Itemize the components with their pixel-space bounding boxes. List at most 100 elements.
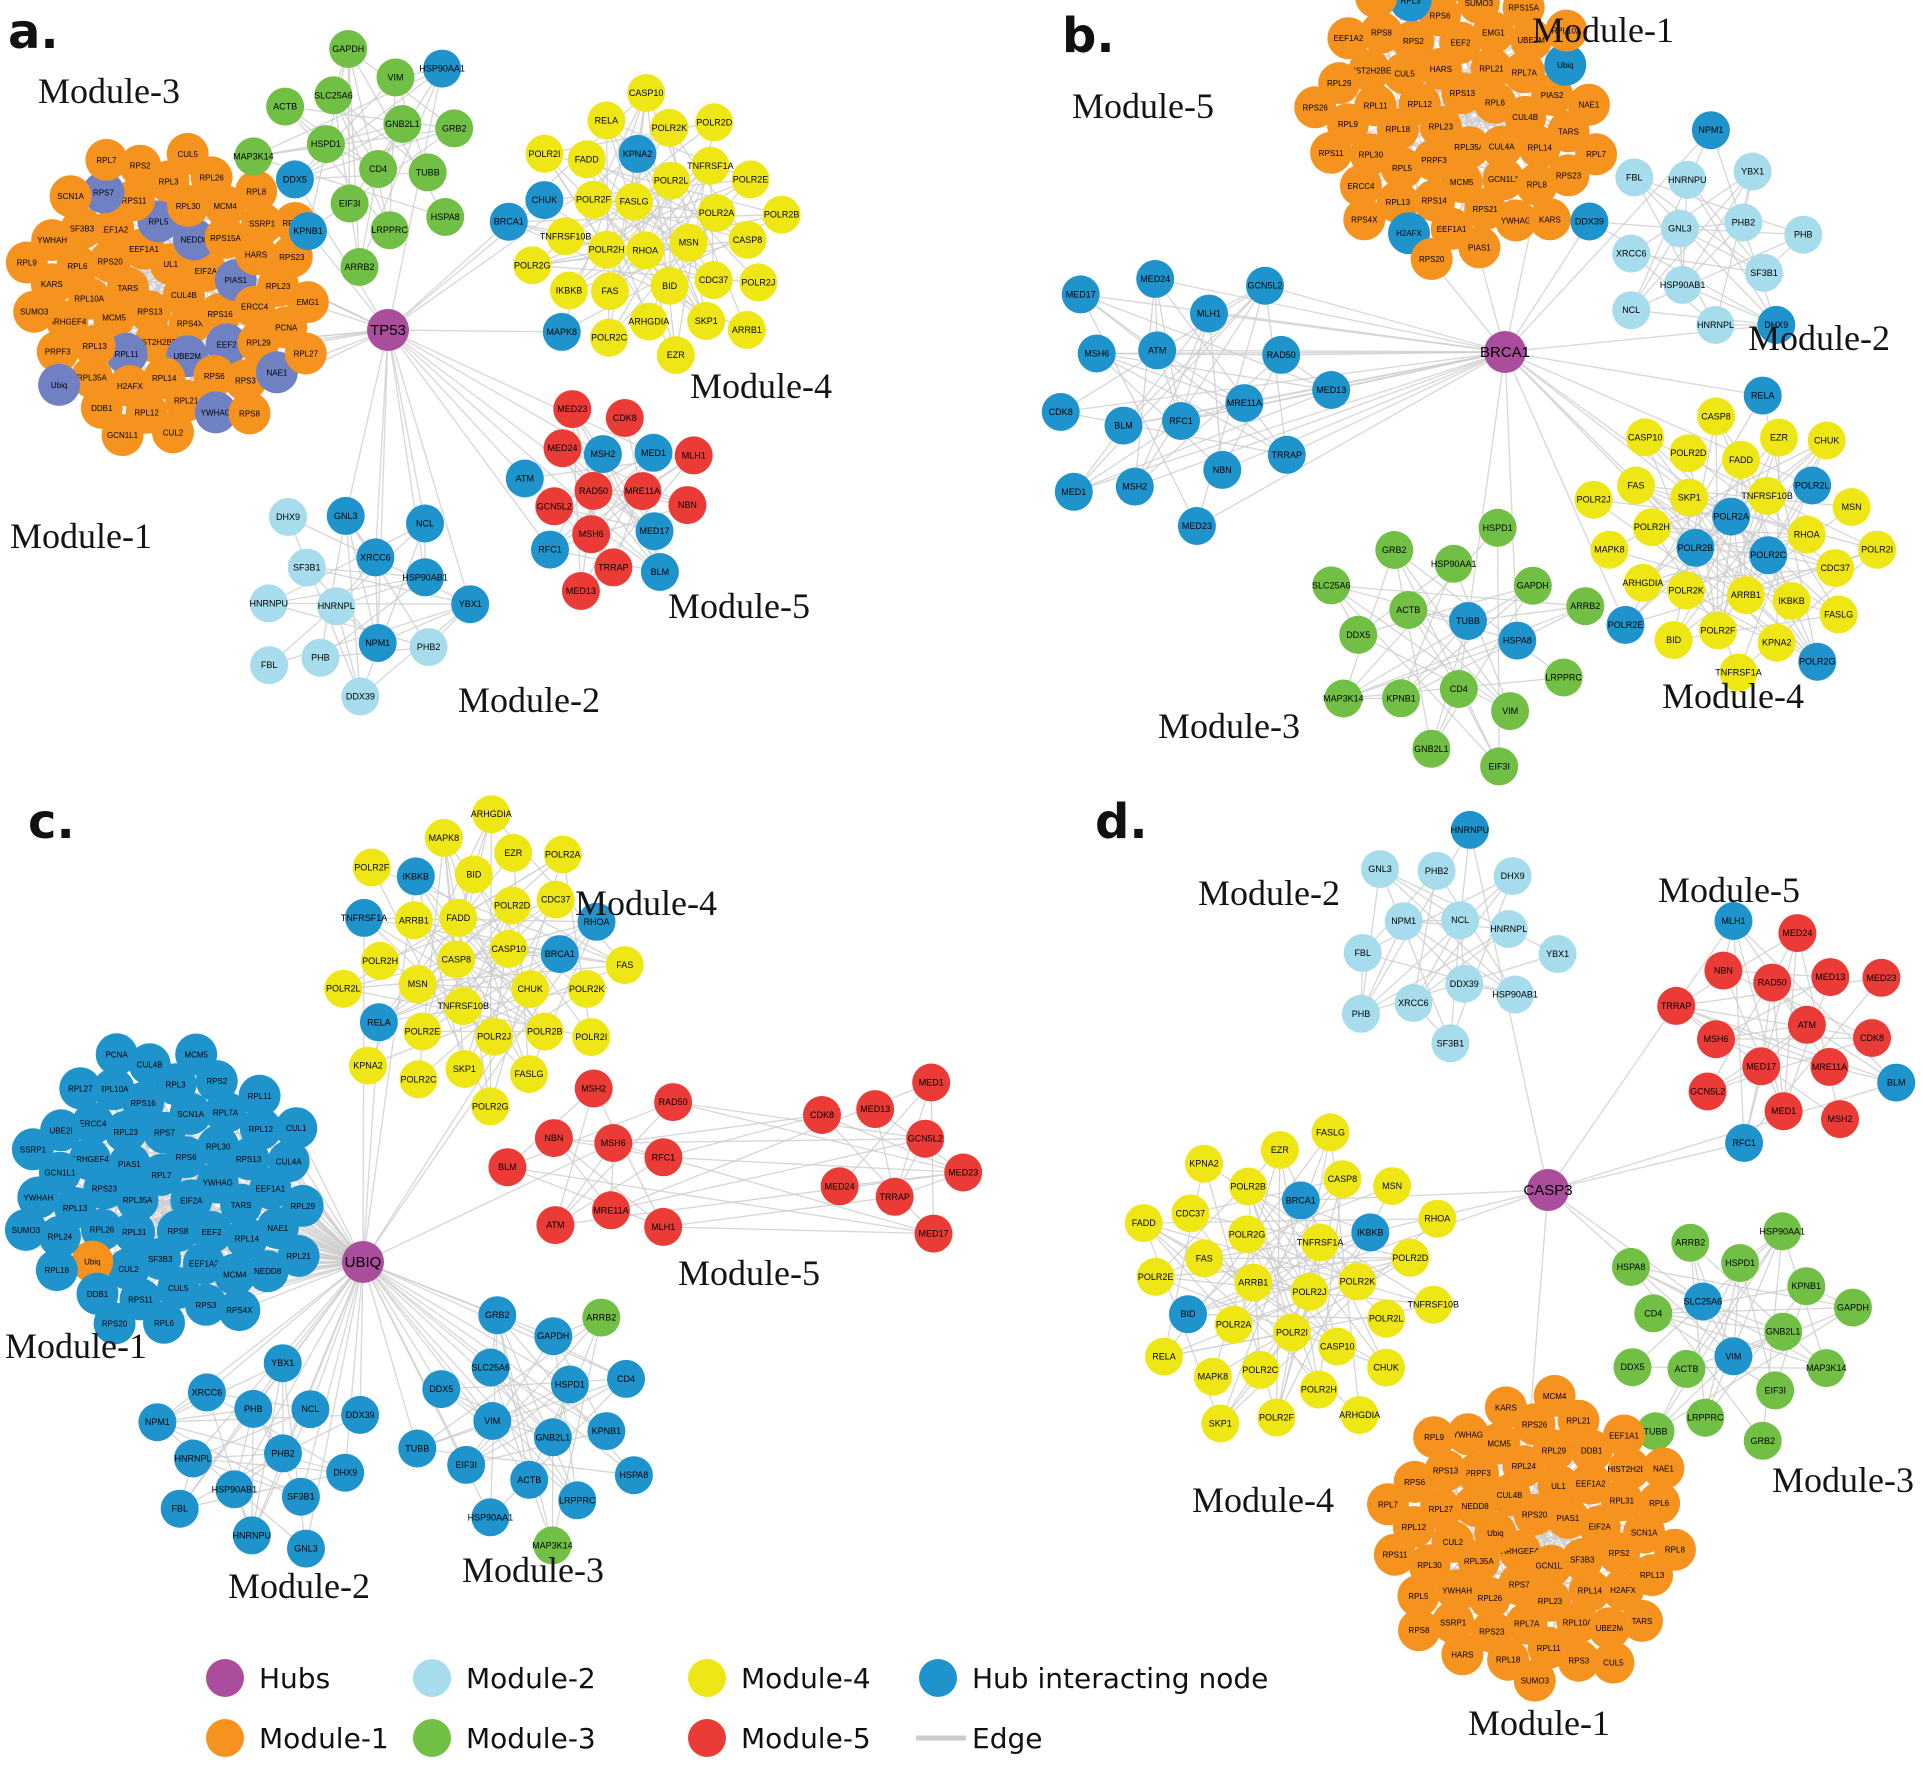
node-MRE11A[interactable]: MRE11A bbox=[1225, 384, 1264, 423]
node-MSH6[interactable]: MSH6 bbox=[1077, 334, 1116, 373]
node-RHOA[interactable]: RHOA bbox=[1787, 515, 1826, 554]
node-HSP90AA1[interactable]: HSP90AA1 bbox=[1431, 544, 1477, 583]
node-DDX39[interactable]: DDX39 bbox=[1445, 964, 1484, 1003]
node-CD4[interactable]: CD4 bbox=[359, 150, 398, 188]
node-KPNB1[interactable]: KPNB1 bbox=[1787, 1267, 1826, 1306]
node-CHUK[interactable]: CHUK bbox=[511, 970, 550, 1009]
node-XRCC6[interactable]: XRCC6 bbox=[187, 1373, 226, 1412]
node-SUMO3[interactable]: SUMO3 bbox=[1513, 1659, 1556, 1702]
node-RPL35A[interactable]: RPL35A bbox=[1448, 126, 1491, 169]
node-POLR2D[interactable]: POLR2D bbox=[695, 103, 734, 142]
node-CDK8[interactable]: CDK8 bbox=[1041, 392, 1080, 431]
node-RPL8[interactable]: RPL8 bbox=[1653, 1528, 1696, 1571]
node-RPL5[interactable]: RPL5 bbox=[1397, 1574, 1440, 1617]
node-MSH6[interactable]: MSH6 bbox=[594, 1124, 633, 1162]
node-PHB[interactable]: PHB bbox=[1784, 215, 1823, 254]
node-FASLG[interactable]: FASLG bbox=[510, 1055, 548, 1094]
node-MED1[interactable]: MED1 bbox=[1764, 1092, 1803, 1131]
node-MCM4[interactable]: MCM4 bbox=[213, 1253, 256, 1296]
node-TRRAP[interactable]: TRRAP bbox=[875, 1177, 914, 1216]
node-RPS4X[interactable]: RPS4X bbox=[1343, 198, 1386, 241]
node-POLR2B[interactable]: POLR2B bbox=[1676, 528, 1715, 567]
node-SKP1[interactable]: SKP1 bbox=[687, 302, 726, 340]
node-HSPD1[interactable]: HSPD1 bbox=[1478, 508, 1517, 547]
node-RPL8[interactable]: RPL8 bbox=[1515, 163, 1558, 206]
node-TNFRSF1A[interactable]: TNFRSF1A bbox=[1715, 653, 1762, 692]
node-EIF3I[interactable]: EIF3I bbox=[1480, 747, 1519, 786]
node-MED24[interactable]: MED24 bbox=[820, 1167, 859, 1206]
node-EMG1[interactable]: EMG1 bbox=[286, 281, 329, 324]
node-POLR2C[interactable]: POLR2C bbox=[590, 318, 629, 357]
node-POLR2A[interactable]: POLR2A bbox=[1712, 497, 1751, 536]
node-ARRB1[interactable]: ARRB1 bbox=[727, 310, 766, 349]
node-SSRP1[interactable]: SSRP1 bbox=[1432, 1601, 1475, 1644]
node-ACTB[interactable]: ACTB bbox=[1667, 1349, 1706, 1388]
node-LRPPRC[interactable]: LRPPRC bbox=[1686, 1398, 1725, 1437]
node-POLR2F[interactable]: POLR2F bbox=[1257, 1398, 1296, 1437]
node-VIM[interactable]: VIM bbox=[1714, 1337, 1753, 1376]
node-MSH2[interactable]: MSH2 bbox=[574, 1069, 613, 1108]
node-MED17[interactable]: MED17 bbox=[1742, 1047, 1781, 1086]
node-FADD[interactable]: FADD bbox=[1124, 1204, 1163, 1243]
node-XRCC6[interactable]: XRCC6 bbox=[356, 538, 395, 577]
node-NCL[interactable]: NCL bbox=[406, 504, 444, 543]
node-CDK8[interactable]: CDK8 bbox=[803, 1096, 841, 1134]
node-HARS[interactable]: HARS bbox=[1441, 1633, 1484, 1676]
node-KPNA2[interactable]: KPNA2 bbox=[618, 134, 657, 173]
node-SKP1[interactable]: SKP1 bbox=[1201, 1404, 1240, 1443]
node-ATM[interactable]: ATM bbox=[1138, 331, 1177, 370]
node-Ubiq[interactable]: Ubiq bbox=[38, 363, 81, 406]
node-NPM1[interactable]: NPM1 bbox=[358, 624, 397, 662]
node-CD4[interactable]: CD4 bbox=[1634, 1294, 1673, 1333]
node-KARS[interactable]: KARS bbox=[1528, 198, 1571, 241]
node-EZR[interactable]: EZR bbox=[1260, 1131, 1299, 1169]
node-FAS[interactable]: FAS bbox=[605, 946, 644, 985]
node-KPNA2[interactable]: KPNA2 bbox=[1185, 1144, 1223, 1183]
node-MLH1[interactable]: MLH1 bbox=[674, 436, 713, 475]
node-XRCC6[interactable]: XRCC6 bbox=[1612, 234, 1651, 273]
node-FADD[interactable]: FADD bbox=[1722, 440, 1760, 479]
node-RPL10A[interactable]: RPL10A bbox=[1545, 9, 1588, 52]
node-GNL3[interactable]: GNL3 bbox=[1660, 209, 1699, 248]
node-MSN[interactable]: MSN bbox=[669, 223, 708, 262]
node-BID[interactable]: BID bbox=[650, 266, 689, 305]
node-HSPD1[interactable]: HSPD1 bbox=[550, 1365, 589, 1404]
node-CASP8[interactable]: CASP8 bbox=[728, 220, 767, 259]
node-CUL4A[interactable]: CUL4A bbox=[1480, 125, 1523, 168]
node-RPS3[interactable]: RPS3 bbox=[1557, 1639, 1600, 1682]
node-YBX1[interactable]: YBX1 bbox=[263, 1344, 302, 1383]
node-YWHAG[interactable]: YWHAG bbox=[194, 391, 237, 434]
node-MAP3K14[interactable]: MAP3K14 bbox=[233, 137, 274, 176]
node-TRRAP[interactable]: TRRAP bbox=[594, 548, 633, 587]
node-MED24[interactable]: MED24 bbox=[1778, 914, 1817, 953]
node-MRE11A[interactable]: MRE11A bbox=[623, 472, 662, 511]
node-RPL7A[interactable]: RPL7A bbox=[1503, 51, 1546, 94]
node-YWHAH[interactable]: YWHAH bbox=[1436, 1569, 1479, 1612]
node-RPL35A[interactable]: RPL35A bbox=[116, 1179, 159, 1222]
node-RPS20[interactable]: RPS20 bbox=[1410, 238, 1453, 280]
node-TRRAP[interactable]: TRRAP bbox=[1267, 435, 1306, 474]
node-EIF3I[interactable]: EIF3I bbox=[447, 1445, 486, 1484]
node-VIM[interactable]: VIM bbox=[473, 1402, 512, 1440]
node-CUL5[interactable]: CUL5 bbox=[1592, 1641, 1635, 1684]
node-FBL[interactable]: FBL bbox=[250, 646, 289, 685]
node-MED23[interactable]: MED23 bbox=[1862, 958, 1901, 997]
node-FAS[interactable]: FAS bbox=[1617, 466, 1655, 505]
node-BLM[interactable]: BLM bbox=[1877, 1063, 1916, 1102]
node-RPL31[interactable]: RPL31 bbox=[1600, 1479, 1643, 1522]
node-CASP10[interactable]: CASP10 bbox=[489, 929, 528, 968]
node-POLR2C[interactable]: POLR2C bbox=[1241, 1350, 1280, 1389]
node-HNRNPU[interactable]: HNRNPU bbox=[1668, 160, 1707, 199]
node-RPL9[interactable]: RPL9 bbox=[5, 241, 48, 284]
node-FASLG[interactable]: FASLG bbox=[1311, 1113, 1350, 1152]
node-NAE1[interactable]: NAE1 bbox=[1567, 83, 1610, 126]
node-TUBB[interactable]: TUBB bbox=[408, 153, 447, 192]
node-LRPPRC[interactable]: LRPPRC bbox=[370, 211, 409, 250]
node-RPL24[interactable]: RPL24 bbox=[38, 1215, 81, 1258]
node-PHB2[interactable]: PHB2 bbox=[264, 1434, 302, 1473]
node-LRPPRC[interactable]: LRPPRC bbox=[1544, 658, 1583, 697]
node-MED17[interactable]: MED17 bbox=[635, 512, 674, 551]
node-CUL2[interactable]: CUL2 bbox=[152, 411, 194, 454]
node-SKP1[interactable]: SKP1 bbox=[445, 1050, 484, 1088]
node-DHX9[interactable]: DHX9 bbox=[1493, 857, 1532, 896]
